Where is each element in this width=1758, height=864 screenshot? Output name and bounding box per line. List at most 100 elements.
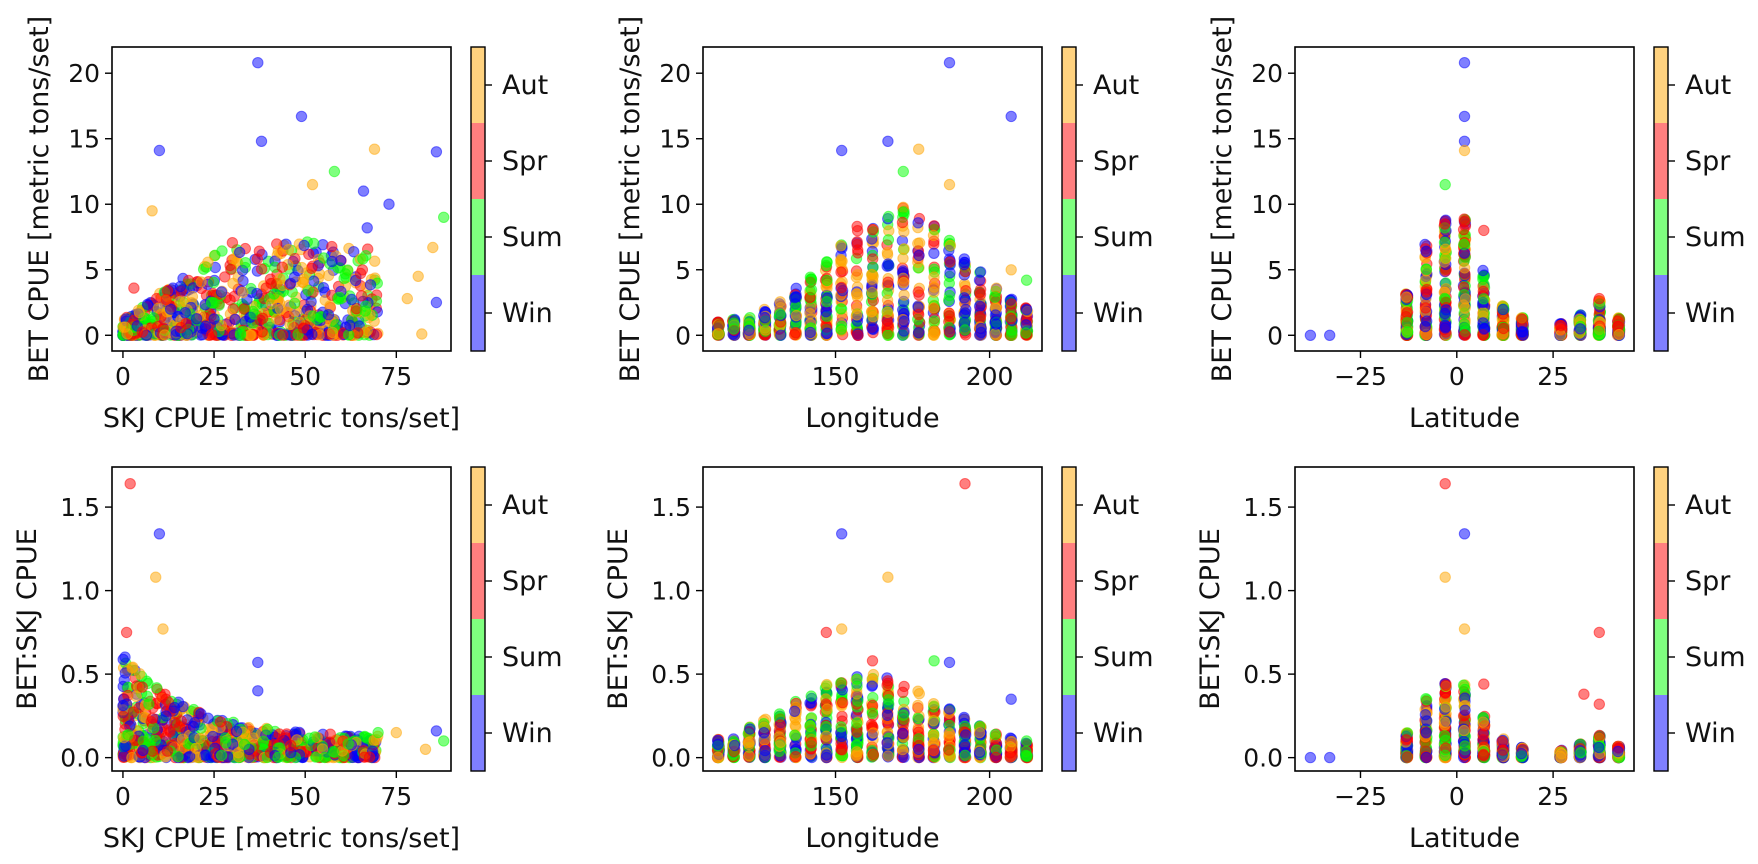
- data-point: [1005, 264, 1017, 276]
- data-point: [927, 698, 940, 710]
- data-point: [430, 296, 443, 309]
- data-point: [322, 269, 335, 282]
- y-axis-label: BET CPUE [metric tons/set]: [24, 16, 55, 382]
- axes-frame: [1294, 46, 1635, 352]
- x-tick-label: −25: [1334, 362, 1387, 391]
- data-point: [882, 677, 894, 689]
- data-point: [943, 656, 956, 669]
- data-point: [836, 528, 848, 540]
- data-point: [1592, 325, 1605, 338]
- data-point: [256, 326, 268, 338]
- data-point: [866, 707, 879, 719]
- data-point: [912, 327, 925, 339]
- data-point: [943, 310, 956, 322]
- data-point: [712, 751, 724, 763]
- data-point: [265, 298, 277, 310]
- data-point: [257, 312, 269, 324]
- data-point: [1304, 329, 1317, 341]
- data-point: [943, 289, 956, 302]
- data-point: [239, 257, 252, 269]
- y-tick-label: 15: [1251, 125, 1283, 154]
- data-point: [230, 725, 243, 738]
- colorbar-label: Aut: [1093, 490, 1139, 521]
- colorbar-label: Sum: [1093, 222, 1154, 253]
- data-point: [1593, 292, 1606, 305]
- data-point: [1419, 302, 1432, 314]
- data-point: [744, 723, 756, 735]
- data-point: [284, 277, 297, 290]
- data-point: [1439, 320, 1452, 333]
- data-point: [851, 225, 864, 237]
- data-point: [206, 328, 218, 341]
- data-point: [326, 326, 339, 339]
- data-point: [820, 751, 833, 764]
- colorbar-label: Win: [1685, 298, 1736, 329]
- data-point: [1020, 735, 1033, 747]
- data-point: [881, 246, 894, 259]
- data-point: [215, 286, 228, 298]
- data-point: [867, 748, 879, 761]
- data-point: [1400, 291, 1413, 303]
- data-point: [774, 296, 786, 308]
- data-point: [151, 682, 163, 694]
- data-point: [168, 701, 181, 714]
- data-point: [959, 307, 971, 319]
- colorbar-segment-win: [1062, 275, 1076, 351]
- data-point: [728, 323, 740, 335]
- data-point: [1458, 262, 1471, 274]
- data-point: [804, 308, 816, 320]
- y-axis-label: BET:SKJ CPUE: [12, 528, 43, 710]
- data-point: [927, 302, 940, 314]
- data-point: [897, 709, 909, 721]
- data-point: [744, 736, 756, 748]
- plot-area: [117, 57, 450, 341]
- data-point: [225, 263, 237, 276]
- data-point: [851, 291, 864, 303]
- x-axis-label: SKJ CPUE [metric tons/set]: [103, 823, 460, 854]
- data-point: [194, 732, 206, 745]
- data-point: [881, 709, 894, 721]
- x-tick-label: 200: [966, 362, 1014, 391]
- colorbar-label: Spr: [502, 146, 548, 177]
- data-point: [150, 571, 162, 583]
- data-point: [789, 327, 802, 339]
- data-point: [1420, 245, 1432, 258]
- data-point: [820, 626, 832, 639]
- data-point: [1478, 293, 1490, 305]
- data-point: [308, 237, 320, 250]
- data-point: [1515, 326, 1528, 338]
- data-point: [1458, 57, 1471, 69]
- data-point: [208, 276, 220, 289]
- y-axis-label: BET CPUE [metric tons/set]: [1207, 16, 1238, 382]
- data-point: [882, 571, 894, 583]
- colorbar-segment-sum: [471, 619, 485, 695]
- data-point: [852, 244, 864, 256]
- x-axis-label: SKJ CPUE [metric tons/set]: [103, 403, 460, 434]
- data-point: [790, 751, 802, 763]
- data-point: [216, 245, 228, 257]
- data-point: [882, 276, 894, 288]
- data-point: [1439, 178, 1451, 191]
- data-point: [866, 286, 878, 299]
- data-point: [339, 268, 352, 280]
- colorbar-label: Sum: [1685, 222, 1746, 253]
- data-point: [357, 253, 369, 265]
- data-point: [309, 731, 321, 743]
- data-point: [774, 719, 786, 731]
- data-point: [927, 744, 940, 756]
- x-axis-label: Longitude: [805, 823, 939, 854]
- axes-frame: [111, 46, 452, 352]
- y-tick-label: 1.0: [651, 577, 691, 606]
- plot-area: [711, 57, 1034, 341]
- data-point: [805, 273, 818, 285]
- data-point: [284, 318, 296, 331]
- data-point: [897, 252, 909, 265]
- data-point: [226, 237, 239, 249]
- data-point: [174, 295, 186, 308]
- data-point: [974, 266, 987, 278]
- data-point: [308, 275, 320, 287]
